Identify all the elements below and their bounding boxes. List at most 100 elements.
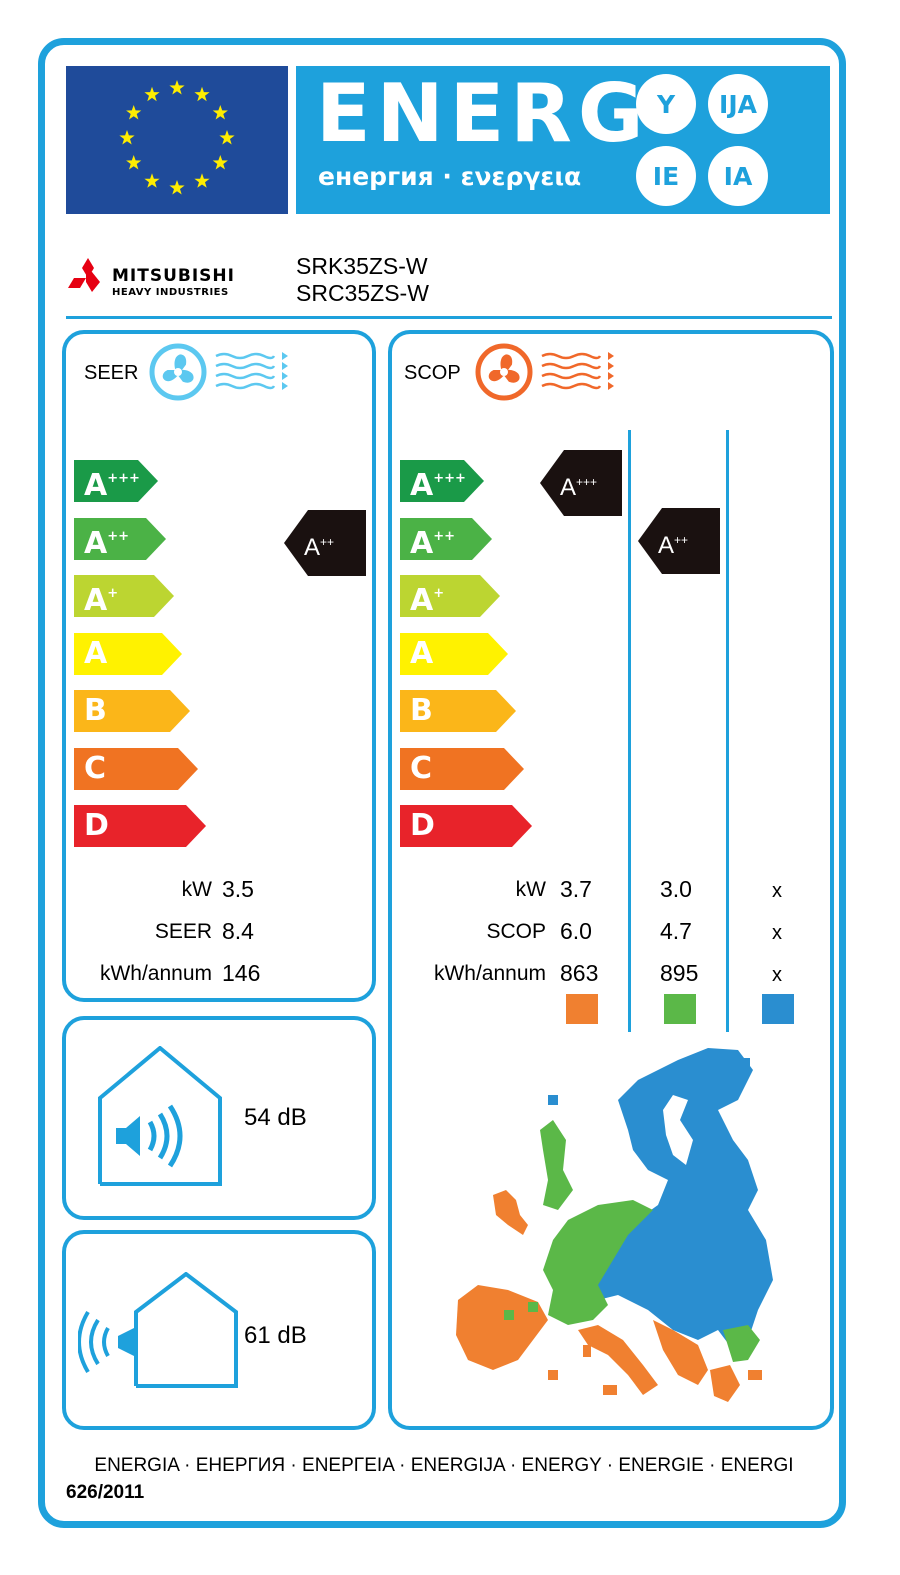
suffix-y: Y (636, 74, 696, 134)
cooling-class-arrow: C (74, 747, 198, 790)
heating-class-letter: A (410, 468, 434, 503)
outdoor-noise-value: 61 dB (244, 1322, 307, 1349)
cooling-class-label: B (84, 692, 107, 730)
suffix-ija: IJA (708, 74, 768, 134)
indoor-noise-icon (98, 1045, 222, 1191)
eu-star-icon (194, 173, 210, 188)
heating-class-label: A++ (410, 520, 455, 563)
average-scop: 4.7 (660, 918, 692, 944)
cooling-class-label: A+++ (84, 462, 140, 505)
cooling-class-letter: A (84, 525, 108, 561)
cooling-class-letter: A (84, 468, 108, 503)
zone-divider-2 (726, 430, 729, 1032)
cooling-kwh-value: 146 (222, 960, 261, 986)
eu-star-icon (144, 86, 160, 102)
cooling-seer-label: SEER (154, 920, 212, 943)
europe-climate-map (448, 1040, 788, 1415)
energy-title: ENERG (316, 67, 650, 160)
eu-star-icon (144, 173, 160, 188)
cooling-class-letter: D (84, 808, 109, 843)
colder-kwh: x (772, 964, 782, 986)
heating-warmer-letter: A (560, 474, 577, 501)
average-zone-swatch (664, 994, 696, 1024)
suffix-ie: IE (636, 146, 696, 206)
cooling-class-label: A+ (84, 577, 118, 620)
brand-name: MITSUBISHI (112, 266, 235, 286)
heating-class-label: D (410, 807, 435, 845)
eu-star-icon (169, 180, 185, 195)
model-outdoor: SRC35ZS-W (296, 280, 429, 306)
cooling-class-arrow: D (74, 805, 206, 847)
cooling-class-letter: C (84, 750, 107, 786)
cooling-class-label: A (84, 635, 107, 673)
cooling-class-arrow: A+++ (74, 460, 158, 505)
heating-fan-icon (474, 342, 614, 407)
regulation-number: 626/2011 (66, 1482, 145, 1503)
eu-star-icon (212, 105, 228, 120)
heating-average-letter: A (658, 532, 675, 559)
heating-class-letter: A (410, 635, 434, 671)
languages-line: ENERGIA · ЕНЕРГИЯ · ΕΝΕΡΓΕΙΑ · ENERGIJA … (94, 1455, 794, 1476)
outdoor-noise-panel (62, 1230, 376, 1430)
eu-star-icon (219, 130, 235, 145)
heating-class-label: A+++ (410, 462, 466, 505)
heating-kw-label: kW (515, 878, 546, 901)
mitsubishi-logo-icon (66, 258, 110, 303)
cooling-class-sup: +++ (107, 471, 140, 486)
brand-subline: HEAVY INDUSTRIES (112, 287, 229, 298)
heating-class-arrow: B (400, 690, 516, 732)
eu-star-icon (194, 86, 210, 102)
heating-class-label: C (410, 750, 432, 788)
heating-rating-average: A++ (638, 508, 720, 574)
heating-kwh-label: kWh/annum (433, 962, 546, 985)
header-separator (66, 316, 832, 319)
suffix-ia: IA (708, 146, 768, 206)
colder-kw: x (772, 880, 782, 902)
model-indoor: SRK35ZS-W (296, 253, 428, 279)
seer-label: SEER (84, 362, 139, 384)
heating-average-sup: ++ (674, 533, 689, 547)
heating-class-arrow: A+++ (400, 460, 484, 505)
average-kwh: 895 (660, 960, 699, 986)
heating-class-letter: A (410, 583, 434, 618)
zone-divider-1 (628, 430, 631, 1032)
heating-class-sup: +++ (433, 471, 466, 486)
cooling-class-sup: ++ (107, 528, 130, 544)
energy-subtitle: енергия · ενεργεια (318, 162, 582, 191)
warmer-scop: 6.0 (560, 918, 592, 944)
heating-class-arrow: A+ (400, 575, 500, 620)
heating-class-letter: C (410, 750, 433, 786)
heating-class-sup: ++ (433, 528, 456, 544)
scop-label: SCOP (404, 362, 461, 384)
heating-class-arrow: A++ (400, 517, 492, 563)
heating-scop-label: SCOP (486, 920, 546, 943)
cooling-rating-letter: A (304, 534, 321, 561)
cooling-class-label: C (84, 750, 106, 788)
indoor-noise-panel (62, 1016, 376, 1220)
average-kw: 3.0 (660, 876, 692, 902)
heating-class-arrow: C (400, 747, 524, 790)
eu-stars-icon (119, 80, 235, 195)
label-frame (38, 38, 846, 1528)
heating-rating-warmer: A+++ (540, 450, 622, 516)
cooling-class-letter: A (84, 583, 108, 618)
cooling-seer-value: 8.4 (222, 918, 254, 944)
heating-class-label: A+ (410, 577, 444, 620)
cooling-class-arrow: A (74, 632, 182, 675)
heating-class-label: A (410, 635, 433, 673)
cooling-class-label: D (84, 807, 109, 845)
cooling-class-sup: + (107, 586, 119, 601)
cooling-class-letter: B (84, 693, 107, 728)
warmer-zone-swatch (566, 994, 598, 1024)
eu-star-icon (126, 155, 142, 170)
colder-scop: x (772, 922, 782, 944)
warmer-kwh: 863 (560, 960, 599, 986)
heating-class-arrow: D (400, 805, 532, 847)
heating-panel (388, 330, 834, 1430)
eu-star-icon (126, 105, 142, 120)
eu-flag (66, 66, 288, 214)
cooling-class-arrow: A+ (74, 575, 174, 620)
cooling-rating-indicator: A++ (284, 510, 366, 576)
cooling-fan-icon (148, 342, 288, 407)
colder-zone-swatch (762, 994, 794, 1024)
